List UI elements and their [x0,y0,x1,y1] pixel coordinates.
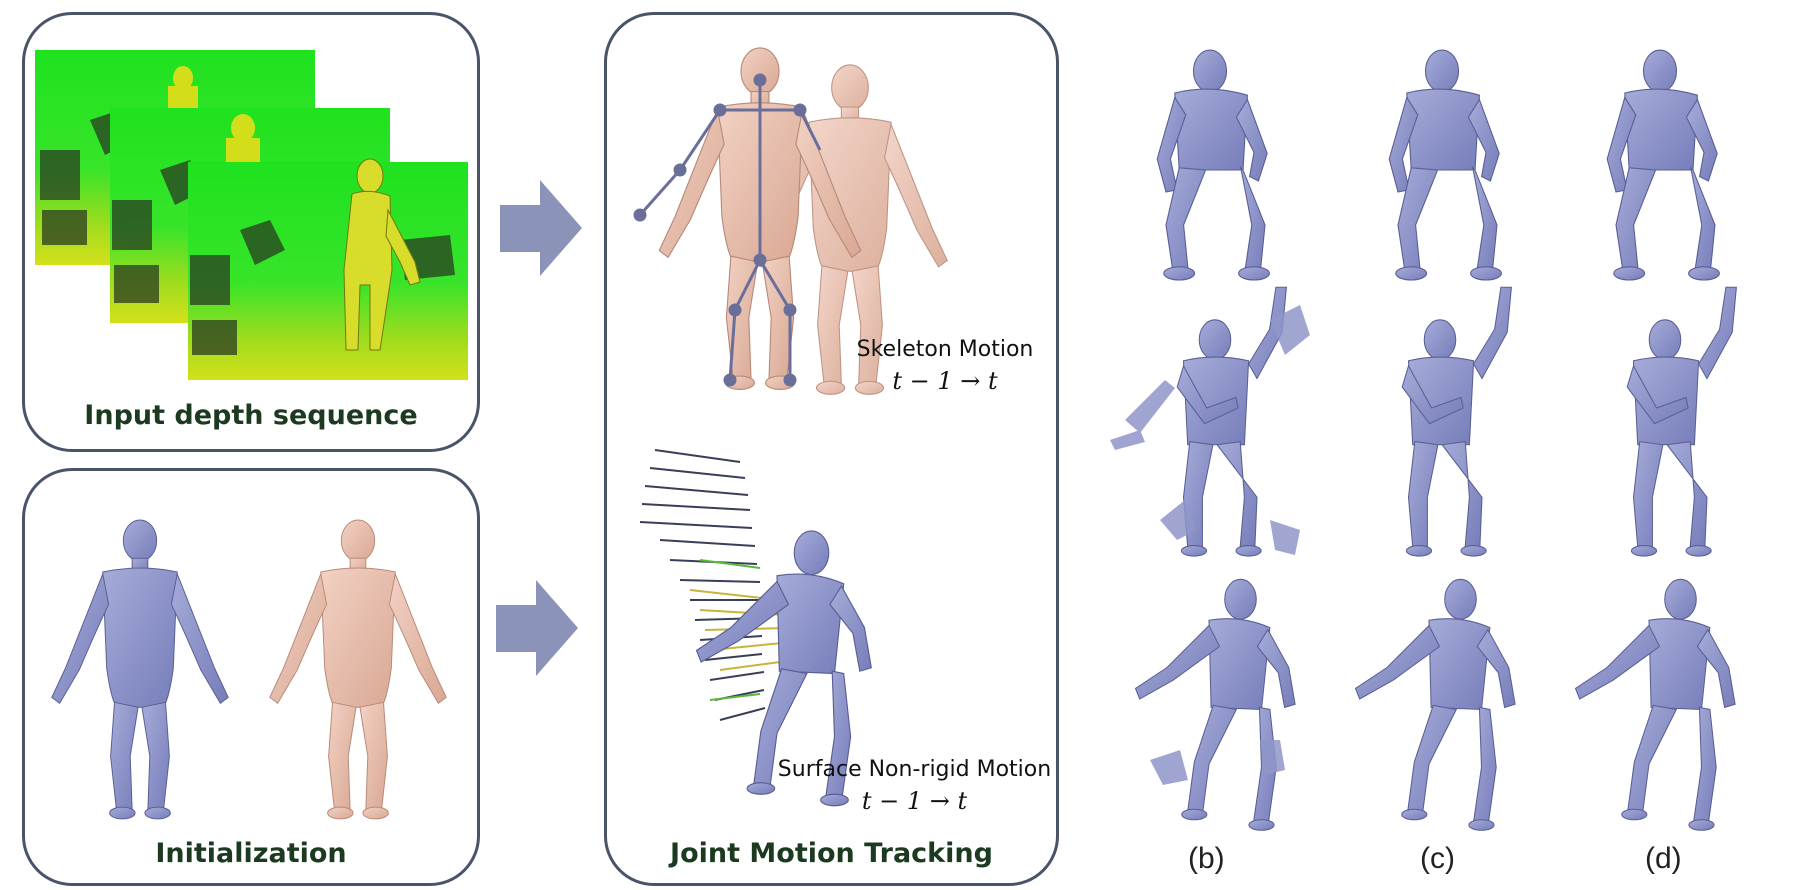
result-d-row3 [1574,578,1736,831]
result-c-row1 [1388,49,1502,281]
result-c-row2 [1401,286,1512,557]
column-label-b: (b) [1188,842,1225,875]
surface-motion-time: t − 1 → t [861,786,968,815]
result-d-row2 [1626,286,1737,557]
column-label-d: (d) [1645,842,1682,875]
initialization-title: Initialization [155,838,347,869]
results-grid [1134,49,1737,831]
skeleton-motion-text: Skeleton Motion [856,337,1034,362]
column-label-c: (c) [1420,842,1455,875]
result-c-row3 [1354,578,1516,831]
arrow-top [500,180,582,276]
surface-motion-label: Surface Non-rigid Motion t − 1 → t [772,755,1057,817]
skeleton-joints [633,73,822,387]
result-b-artifacts [1110,305,1310,785]
depth-frames [35,50,468,380]
skeleton-motion-time: t − 1 → t [892,366,998,395]
skeleton-motion-label: Skeleton Motion t − 1 → t [845,335,1045,397]
result-b-row3 [1134,578,1296,831]
initialization-panel: Initialization [22,468,480,886]
input-depth-title: Input depth sequence [84,400,418,431]
joint-motion-title: Joint Motion Tracking [670,838,993,869]
result-d-row1 [1606,49,1720,281]
result-b-row2 [1176,286,1287,557]
input-depth-panel: Input depth sequence [22,12,480,452]
arrow-bottom [496,580,578,676]
joint-motion-panel: Joint Motion Tracking [604,12,1059,886]
result-b-row1 [1156,49,1270,281]
surface-motion-text: Surface Non-rigid Motion [777,757,1052,782]
